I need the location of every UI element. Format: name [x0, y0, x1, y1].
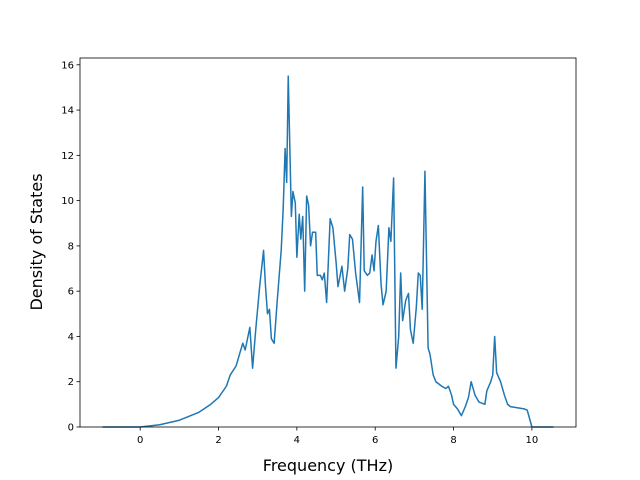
plot-frame — [79, 57, 577, 428]
dos-line — [102, 75, 554, 428]
y-tick-label: 0 — [68, 423, 74, 434]
x-tick-label: 10 — [526, 435, 539, 446]
y-tick-label: 14 — [61, 106, 74, 117]
y-tick-label: 8 — [68, 241, 74, 252]
y-axis-label: Density of States — [27, 173, 46, 310]
x-tick-label: 0 — [137, 435, 143, 446]
y-tick-label: 16 — [61, 60, 74, 71]
x-tick-label: 4 — [294, 435, 300, 446]
y-tick-label: 10 — [61, 196, 74, 207]
x-axis-label: Frequency (THz) — [263, 456, 393, 475]
x-tick-label: 2 — [215, 435, 221, 446]
y-tick-label: 2 — [68, 377, 74, 388]
y-tick-label: 6 — [68, 287, 74, 298]
x-tick-label: 6 — [372, 435, 378, 446]
y-tick-label: 12 — [61, 151, 74, 162]
y-tick-label: 4 — [68, 332, 74, 343]
x-tick-label: 8 — [450, 435, 456, 446]
